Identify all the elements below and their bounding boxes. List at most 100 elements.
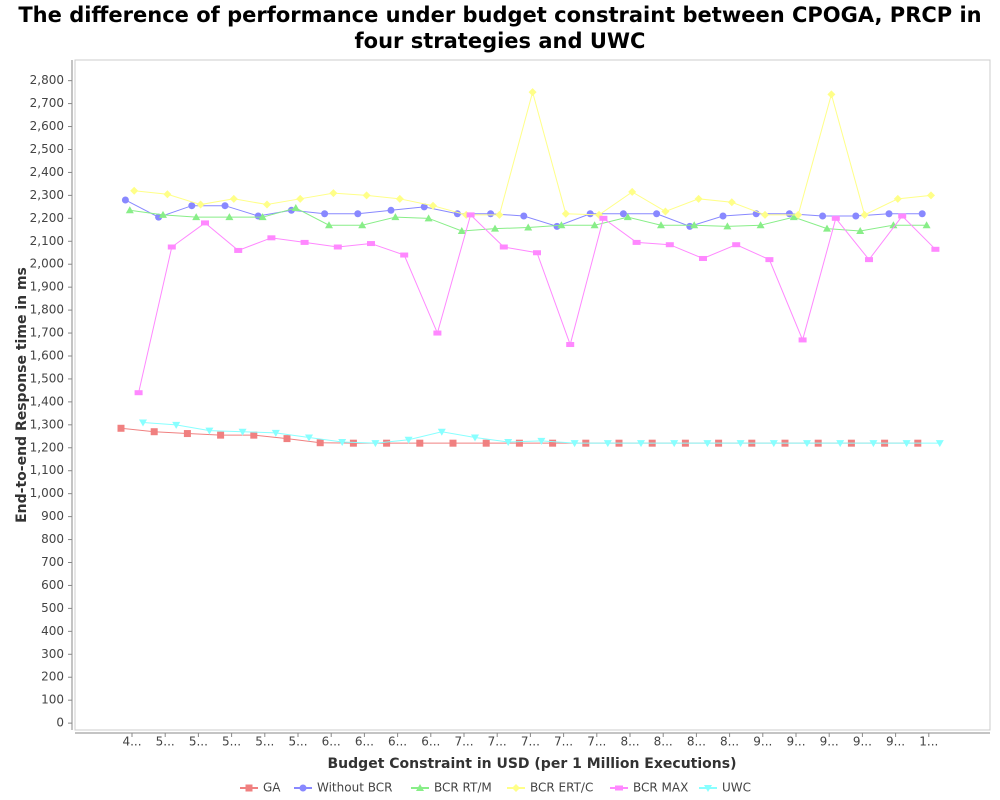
marker <box>789 213 798 221</box>
marker <box>333 244 342 250</box>
y-tick-label: 2,400 <box>30 165 64 179</box>
marker <box>159 210 167 218</box>
x-tick-label: 7... <box>454 735 473 749</box>
marker <box>229 194 238 203</box>
marker <box>163 190 172 199</box>
legend-label: Without BCR <box>317 781 392 795</box>
marker <box>561 209 570 218</box>
marker <box>371 440 380 448</box>
y-tick-label: 1,200 <box>30 440 64 454</box>
marker <box>117 424 125 432</box>
marker <box>599 215 608 221</box>
marker <box>533 250 541 256</box>
marker <box>922 221 931 229</box>
marker <box>637 440 645 448</box>
x-tick-label: 9... <box>886 735 905 749</box>
marker <box>329 189 338 198</box>
marker <box>653 210 661 218</box>
legend-label: GA <box>263 781 281 795</box>
legend-label: BCR ERT/C <box>530 781 593 795</box>
marker <box>836 440 845 448</box>
marker <box>457 226 466 234</box>
x-tick-label: 7... <box>554 735 573 749</box>
marker <box>429 201 437 210</box>
legend-label: UWC <box>722 781 751 795</box>
marker <box>367 241 375 247</box>
marker <box>931 246 940 252</box>
marker <box>362 191 371 200</box>
y-tick-label: 200 <box>41 670 64 684</box>
marker <box>918 210 926 218</box>
marker <box>566 342 575 348</box>
marker <box>785 210 793 218</box>
marker <box>628 187 637 196</box>
y-tick-label: 1,600 <box>30 348 64 362</box>
marker <box>420 203 428 211</box>
y-tick-label: 2,200 <box>30 211 64 225</box>
marker <box>927 191 935 200</box>
x-tick-label: 8... <box>620 735 639 749</box>
marker <box>300 239 309 245</box>
marker <box>803 440 811 448</box>
x-tick-label: 5... <box>189 735 208 749</box>
marker <box>258 213 267 221</box>
x-tick-label: 4... <box>122 735 141 749</box>
x-axis-label: Budget Constraint in USD (per 1 Million … <box>328 756 737 772</box>
marker <box>172 421 181 429</box>
marker <box>196 200 205 209</box>
x-tick-label: 1... <box>919 735 938 749</box>
marker <box>291 203 300 211</box>
marker <box>433 330 442 336</box>
marker <box>234 247 243 253</box>
y-tick-label: 1,500 <box>30 371 64 385</box>
marker <box>395 194 404 203</box>
legend-marker <box>615 785 623 791</box>
marker <box>719 212 727 220</box>
y-tick-label: 2,800 <box>30 73 64 87</box>
y-tick-label: 400 <box>41 624 64 638</box>
marker <box>271 429 280 437</box>
y-tick-label: 900 <box>41 509 64 523</box>
x-tick-label: 7... <box>521 735 540 749</box>
marker <box>699 255 707 261</box>
marker <box>856 226 865 234</box>
x-tick-label: 5... <box>222 735 241 749</box>
y-tick-label: 600 <box>41 578 64 592</box>
x-tick-label: 7... <box>488 735 507 749</box>
marker <box>205 427 214 435</box>
x-tick-label: 8... <box>720 735 739 749</box>
marker <box>416 439 424 447</box>
marker <box>404 436 413 444</box>
marker <box>400 252 409 258</box>
marker <box>296 194 305 203</box>
marker <box>756 221 765 229</box>
marker <box>471 434 479 442</box>
marker <box>794 210 803 219</box>
marker <box>391 213 400 221</box>
y-tick-label: 700 <box>41 555 64 569</box>
y-tick-label: 1,400 <box>30 394 64 408</box>
x-tick-label: 7... <box>587 735 606 749</box>
marker <box>121 196 129 204</box>
marker <box>125 206 134 214</box>
marker <box>263 200 271 209</box>
marker <box>188 202 196 210</box>
marker <box>491 224 499 232</box>
marker <box>217 431 225 439</box>
marker <box>619 210 627 218</box>
y-tick-label: 1,800 <box>30 303 64 317</box>
marker <box>150 428 158 436</box>
marker <box>250 431 258 439</box>
marker <box>499 244 508 250</box>
marker <box>338 439 347 447</box>
y-tick-label: 2,600 <box>30 119 64 133</box>
marker <box>823 224 831 232</box>
marker <box>732 242 741 248</box>
marker <box>586 210 594 218</box>
x-tick-label: 6... <box>355 735 374 749</box>
marker <box>557 221 566 229</box>
marker <box>321 210 329 218</box>
marker <box>134 390 143 396</box>
marker <box>570 440 579 448</box>
